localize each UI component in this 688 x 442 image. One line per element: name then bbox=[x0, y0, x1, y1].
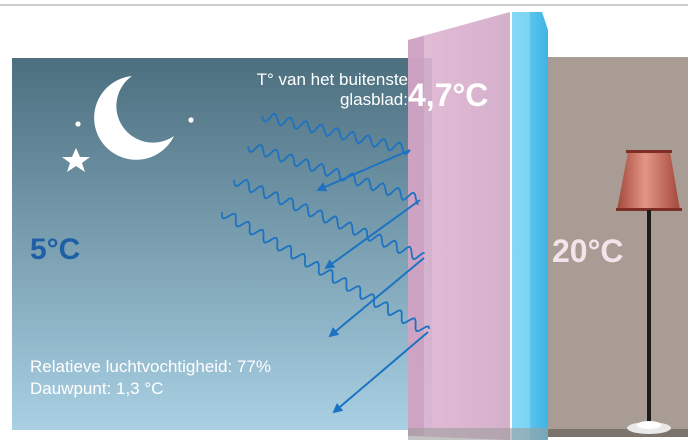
reflection-arrow-2 bbox=[324, 199, 421, 270]
heat-flow-arrows bbox=[220, 112, 431, 414]
outer-glass-label-line1: T° van het buitenste bbox=[256, 70, 408, 89]
heat-wave-3 bbox=[233, 178, 425, 261]
reflection-arrow-1 bbox=[316, 149, 411, 192]
outer-glass-pane bbox=[408, 12, 510, 440]
inside-temperature: 20°C bbox=[552, 233, 624, 269]
outer-glass-label: T° van het buitenste glasblad: bbox=[170, 70, 408, 110]
star-icon bbox=[188, 117, 194, 123]
dew-point: Dauwpunt: 1,3 °C bbox=[30, 379, 164, 398]
star-icon bbox=[75, 121, 81, 127]
frame-bottom bbox=[408, 428, 548, 440]
moon-icon bbox=[94, 76, 174, 160]
reflection-arrow-3 bbox=[328, 257, 425, 338]
room-wall bbox=[540, 57, 688, 429]
room-floor bbox=[540, 429, 688, 437]
outer-glass-edge bbox=[408, 36, 424, 436]
heat-wave-4 bbox=[220, 211, 431, 333]
outer-glass-temperature: 4,7°C bbox=[408, 77, 489, 113]
inner-glass-edge bbox=[512, 12, 530, 440]
relative-humidity: Relatieve luchtvochtigheid: 77% bbox=[30, 357, 271, 376]
outer-glass-label-line2: glasblad: bbox=[339, 90, 408, 109]
heat-wave-2 bbox=[247, 143, 419, 206]
outside-temperature: 5°C bbox=[30, 233, 81, 266]
star-icon bbox=[62, 148, 90, 172]
outside-sky bbox=[12, 58, 432, 430]
floor-lamp-icon bbox=[616, 150, 682, 434]
reflection-arrow-4 bbox=[332, 331, 429, 414]
heat-wave-1 bbox=[261, 112, 411, 156]
